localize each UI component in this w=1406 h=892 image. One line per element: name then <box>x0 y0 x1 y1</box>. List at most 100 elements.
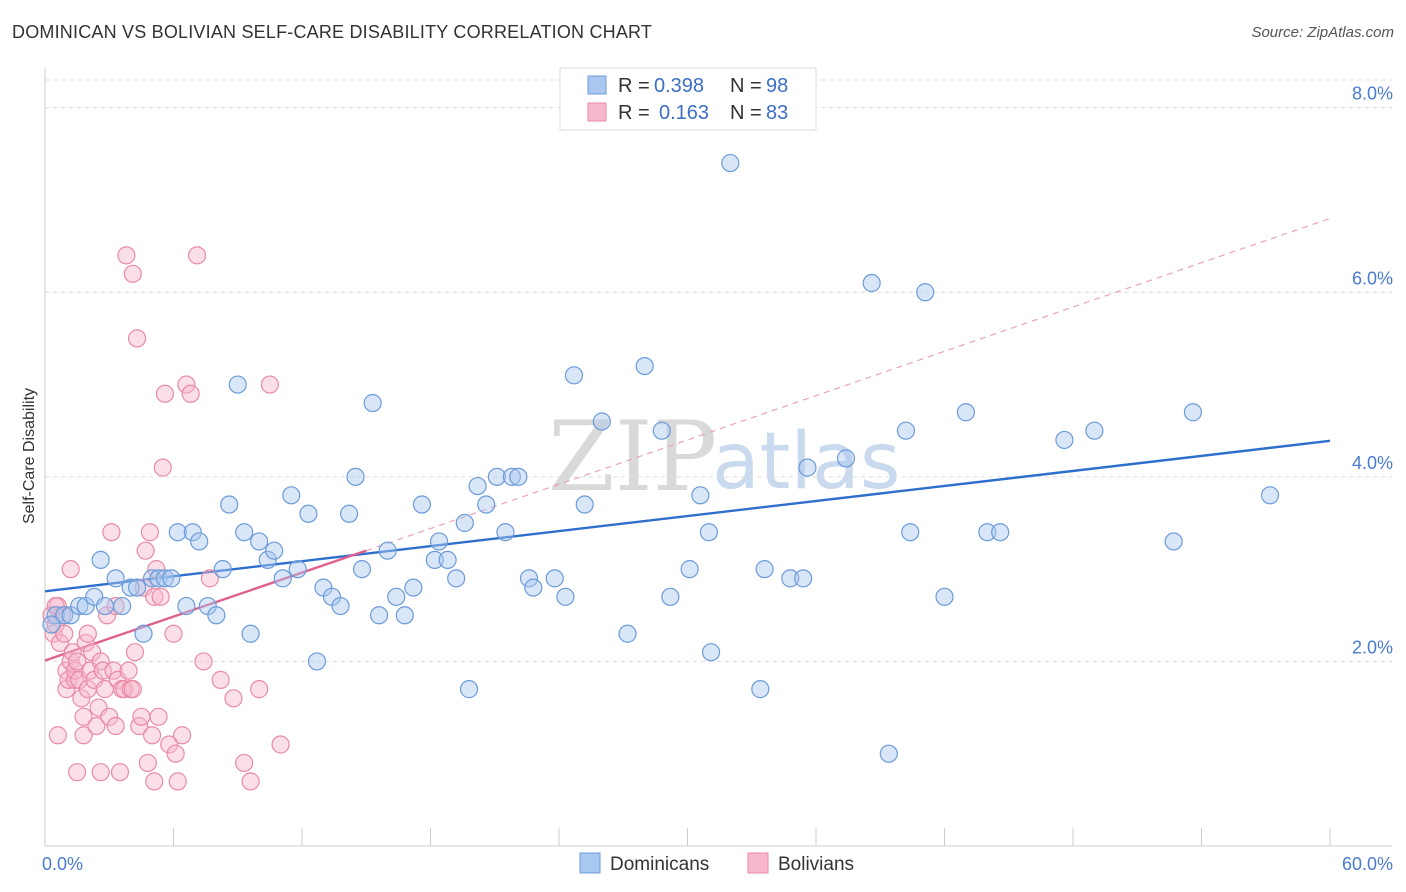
point-dominicans <box>556 587 575 606</box>
point-dominicans <box>1183 403 1203 422</box>
point-dominicans <box>438 550 457 570</box>
point-dominicans <box>1085 421 1104 440</box>
point-bolivians <box>123 680 142 699</box>
point-dominicans <box>91 550 110 570</box>
point-bolivians <box>145 772 164 791</box>
point-dominicans <box>425 550 444 570</box>
point-dominicans <box>265 541 284 560</box>
point-dominicans <box>502 467 521 486</box>
correlation-legend: R = 0.398 N = 98 R = 0.163 N = 83 <box>559 67 817 131</box>
legend-r-label: R = <box>618 102 650 124</box>
point-dominicans <box>879 744 898 763</box>
point-dominicans <box>798 458 817 477</box>
point-dominicans <box>701 643 721 662</box>
point-bolivians <box>72 689 91 708</box>
point-dominicans <box>412 495 432 514</box>
point-dominicans <box>661 587 680 606</box>
point-dominicans <box>487 467 506 486</box>
point-dominicans <box>70 596 89 616</box>
point-bolivians <box>119 661 138 680</box>
point-bolivians <box>63 643 82 662</box>
point-bolivians <box>149 707 168 726</box>
point-bolivians <box>181 384 200 403</box>
point-dominicans <box>149 569 168 588</box>
chart-title: DOMINICAN VS BOLIVIAN SELF-CARE DISABILI… <box>12 22 653 42</box>
point-bolivians <box>91 763 110 782</box>
point-dominicans <box>378 541 397 560</box>
point-dominicans <box>978 523 997 542</box>
point-bolivians <box>125 643 145 662</box>
point-dominicans <box>896 421 916 440</box>
watermark-zip: ZIP <box>548 401 717 513</box>
legend-n-label: N = <box>730 102 762 124</box>
point-dominicans <box>496 523 515 542</box>
point-bolivians <box>106 596 125 616</box>
point-dominicans <box>155 569 175 588</box>
point-bolivians <box>102 523 121 542</box>
point-bolivians <box>224 689 243 708</box>
point-bolivians <box>78 624 97 643</box>
point-bolivians <box>160 735 179 754</box>
point-bolivians <box>59 670 78 689</box>
point-bolivians <box>153 458 172 477</box>
point-bolivians <box>140 523 160 542</box>
point-dominicans <box>331 596 350 616</box>
point-bolivians <box>155 384 175 403</box>
point-dominicans <box>468 476 487 496</box>
point-bolivians <box>68 763 87 782</box>
point-dominicans <box>241 624 260 643</box>
point-dominicans <box>190 532 209 551</box>
legend-n-value-dominicans: 98 <box>766 75 788 97</box>
point-dominicans <box>699 523 719 542</box>
point-bolivians <box>145 587 164 606</box>
point-dominicans <box>455 513 474 533</box>
point-dominicans <box>220 495 239 514</box>
point-dominicans <box>112 596 132 616</box>
source-credit: Source: ZipAtlas.com <box>1251 24 1394 41</box>
point-bolivians <box>164 624 183 643</box>
point-dominicans <box>901 523 920 542</box>
x-tick-labels: 0.0% 60.0% <box>42 854 1393 874</box>
point-dominicans <box>307 652 327 671</box>
point-bolivians <box>271 735 290 754</box>
point-bolivians <box>127 329 147 348</box>
point-dominicans <box>575 495 594 514</box>
point-dominicans <box>42 615 61 634</box>
point-bolivians <box>74 726 93 745</box>
point-dominicans <box>751 680 770 699</box>
point-bolivians <box>132 707 151 726</box>
point-dominicans <box>134 624 153 643</box>
y-tick-label: 6.0% <box>1352 268 1393 288</box>
point-dominicans <box>162 569 181 588</box>
point-dominicans <box>177 596 196 616</box>
point-dominicans <box>956 403 976 422</box>
point-bolivians <box>110 763 130 782</box>
point-bolivians <box>166 744 185 763</box>
point-dominicans <box>183 523 202 542</box>
trend-line-bolivians <box>44 549 367 662</box>
point-dominicans <box>106 569 125 588</box>
watermark: ZIP atlas <box>548 401 901 513</box>
point-dominicans <box>127 578 147 597</box>
point-dominicans <box>618 624 637 643</box>
point-dominicans <box>1055 430 1074 450</box>
point-dominicans <box>635 356 654 376</box>
y-tick-labels: 2.0% 4.0% 6.0% 8.0% <box>1352 84 1393 658</box>
legend-n-label: N = <box>730 75 762 97</box>
point-dominicans <box>121 578 140 597</box>
point-dominicans <box>168 523 187 542</box>
point-dominicans <box>564 366 584 385</box>
point-bolivians <box>172 726 192 745</box>
point-bolivians <box>48 726 67 745</box>
point-dominicans <box>781 569 800 588</box>
point-bolivians <box>74 707 93 726</box>
point-dominicans <box>592 412 611 431</box>
point-bolivians <box>250 680 269 699</box>
point-bolivians <box>65 670 85 689</box>
y-tick-label: 8.0% <box>1352 84 1393 104</box>
point-dominicans <box>404 578 423 597</box>
y-tick-label: 4.0% <box>1352 453 1393 473</box>
legend-swatch-dominicans <box>579 852 601 874</box>
point-dominicans <box>509 467 528 486</box>
